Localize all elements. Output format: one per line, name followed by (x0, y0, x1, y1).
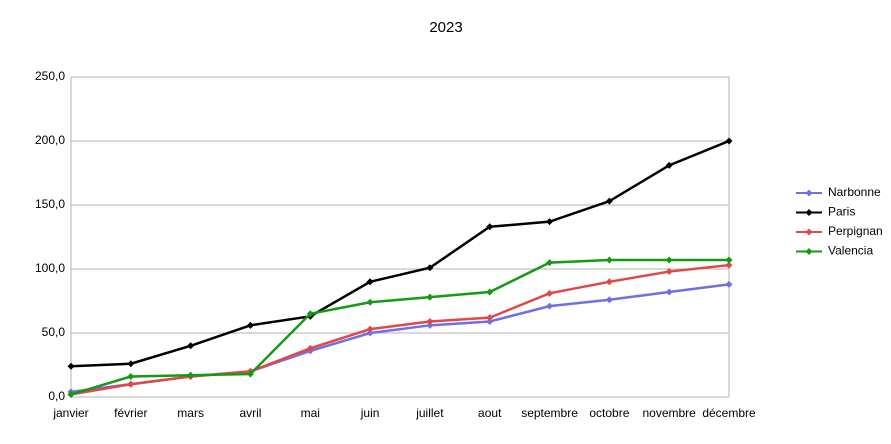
legend-marker (805, 209, 813, 216)
legend-marker (805, 248, 813, 255)
point-marker (605, 296, 613, 304)
point-marker (127, 380, 135, 388)
point-marker (605, 278, 613, 286)
point-marker (187, 342, 195, 350)
y-tick-label: 100,0 (35, 261, 65, 275)
y-tick-label: 150,0 (35, 197, 65, 211)
y-tick-label: 250,0 (35, 69, 65, 83)
legend-marker (805, 189, 813, 197)
point-marker (187, 371, 195, 379)
legend-label: Valencia (828, 244, 873, 258)
point-marker (486, 288, 494, 296)
point-marker (127, 373, 135, 381)
point-marker (366, 325, 374, 333)
y-tick-label: 0,0 (48, 389, 65, 403)
x-tick-label: juillet (415, 406, 444, 420)
x-tick-label: janvier (52, 406, 88, 420)
x-tick-label: février (114, 406, 147, 420)
point-marker (725, 137, 733, 145)
point-marker (665, 288, 673, 296)
point-marker (486, 317, 494, 325)
point-marker (426, 317, 434, 325)
x-tick-label: novembre (642, 406, 696, 420)
series-line (70, 263, 730, 396)
point-marker (246, 370, 254, 378)
series-line (70, 139, 730, 368)
point-marker (486, 314, 494, 322)
point-marker (546, 218, 554, 226)
point-marker (665, 268, 673, 276)
point-marker (366, 329, 374, 337)
legend-label: Narbonne (828, 185, 881, 199)
point-marker (546, 302, 554, 310)
point-marker (725, 261, 733, 269)
legend-label: Perpignan (828, 224, 883, 238)
x-tick-label: aout (478, 406, 502, 420)
point-marker (67, 390, 75, 398)
point-marker (306, 344, 314, 352)
point-marker (546, 259, 554, 267)
x-tick-label: septembre (521, 406, 578, 420)
point-marker (366, 298, 374, 306)
x-tick-label: octobre (589, 406, 629, 420)
y-tick-label: 50,0 (42, 325, 66, 339)
point-marker (725, 256, 733, 264)
point-marker (426, 264, 434, 272)
x-tick-label: avril (239, 406, 261, 420)
y-tick-label: 200,0 (35, 133, 65, 147)
legend-label: Paris (828, 205, 855, 219)
point-marker (366, 278, 374, 286)
x-tick-label: mai (301, 406, 320, 420)
point-marker (127, 360, 135, 368)
point-marker (725, 280, 733, 288)
x-tick-label: juin (360, 406, 380, 420)
x-tick-label: décembre (702, 406, 756, 420)
legend-marker (805, 228, 813, 236)
series-line (70, 258, 729, 396)
point-marker (67, 362, 75, 370)
point-marker (426, 321, 434, 329)
chart-title: 2023 (429, 19, 462, 36)
x-tick-label: mars (177, 406, 204, 420)
point-marker (426, 293, 434, 301)
point-marker (546, 289, 554, 297)
point-marker (665, 256, 673, 264)
point-marker (246, 321, 254, 329)
point-marker (306, 310, 314, 318)
point-marker (486, 223, 494, 231)
point-marker (665, 161, 673, 169)
point-marker (605, 197, 613, 205)
point-marker (605, 256, 613, 264)
